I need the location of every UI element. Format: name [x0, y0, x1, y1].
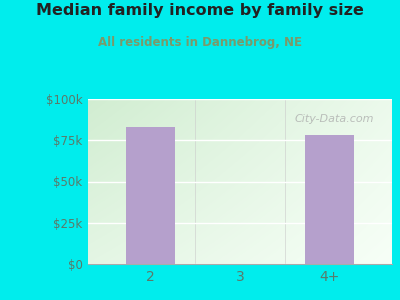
- Text: City-Data.com: City-Data.com: [295, 114, 374, 124]
- Bar: [305, 135, 354, 264]
- Bar: [126, 127, 175, 264]
- Text: All residents in Dannebrog, NE: All residents in Dannebrog, NE: [98, 36, 302, 49]
- Text: Median family income by family size: Median family income by family size: [36, 3, 364, 18]
